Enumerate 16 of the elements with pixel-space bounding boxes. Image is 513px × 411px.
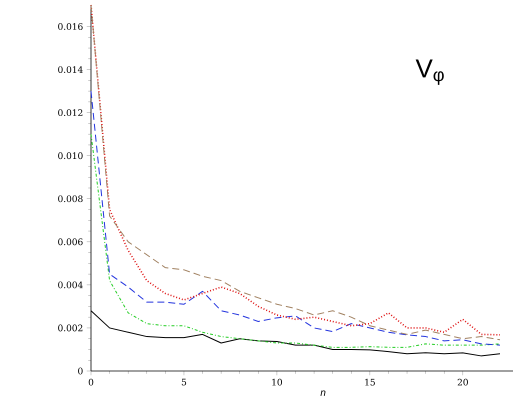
y-tick-label: 0.004 [58, 281, 83, 288]
x-axis-title: n [320, 390, 326, 396]
y-tick-label: 0.010 [58, 152, 83, 160]
x-tick-label: 10 [272, 378, 282, 386]
y-tick-label: 0.008 [58, 195, 83, 202]
annotation: V$_{φ}$ [416, 60, 444, 85]
y-tick-label: 0.016 [58, 23, 83, 30]
x-tick-label: 0 [88, 378, 94, 386]
x-tick-label: 15 [365, 378, 375, 386]
y-tick-label: 0.002 [58, 324, 82, 332]
y-tick-label: 0.014 [58, 66, 83, 73]
y-tick-label: 0.012 [58, 109, 82, 116]
y-tick-label: 0 [78, 368, 83, 374]
x-tick-label: 20 [458, 378, 468, 386]
y-tick-label: 0.006 [58, 238, 83, 246]
x-tick-label: 5 [182, 378, 186, 386]
